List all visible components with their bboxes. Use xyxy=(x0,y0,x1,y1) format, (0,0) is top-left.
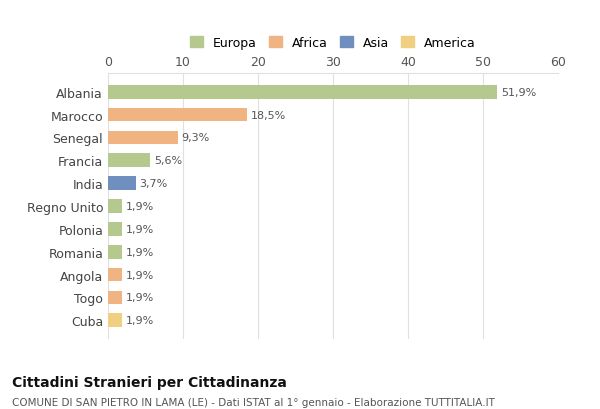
Legend: Europa, Africa, Asia, America: Europa, Africa, Asia, America xyxy=(185,32,481,55)
Bar xyxy=(108,200,122,213)
Text: 3,7%: 3,7% xyxy=(139,179,168,189)
Text: 51,9%: 51,9% xyxy=(501,88,536,97)
Bar xyxy=(108,268,122,282)
Bar xyxy=(108,86,497,99)
Text: 1,9%: 1,9% xyxy=(126,316,154,326)
Text: 1,9%: 1,9% xyxy=(126,270,154,280)
Text: 1,9%: 1,9% xyxy=(126,202,154,211)
Text: 1,9%: 1,9% xyxy=(126,247,154,257)
Text: 1,9%: 1,9% xyxy=(126,293,154,303)
Bar xyxy=(108,291,122,305)
Text: 5,6%: 5,6% xyxy=(154,156,182,166)
Bar xyxy=(108,154,150,168)
Bar xyxy=(108,131,178,145)
Bar xyxy=(108,245,122,259)
Bar xyxy=(108,108,247,122)
Text: COMUNE DI SAN PIETRO IN LAMA (LE) - Dati ISTAT al 1° gennaio - Elaborazione TUTT: COMUNE DI SAN PIETRO IN LAMA (LE) - Dati… xyxy=(12,397,495,407)
Bar xyxy=(108,222,122,236)
Text: Cittadini Stranieri per Cittadinanza: Cittadini Stranieri per Cittadinanza xyxy=(12,375,287,389)
Text: 1,9%: 1,9% xyxy=(126,225,154,234)
Text: 18,5%: 18,5% xyxy=(251,110,286,120)
Bar xyxy=(108,314,122,327)
Text: 9,3%: 9,3% xyxy=(182,133,210,143)
Bar xyxy=(108,177,136,191)
